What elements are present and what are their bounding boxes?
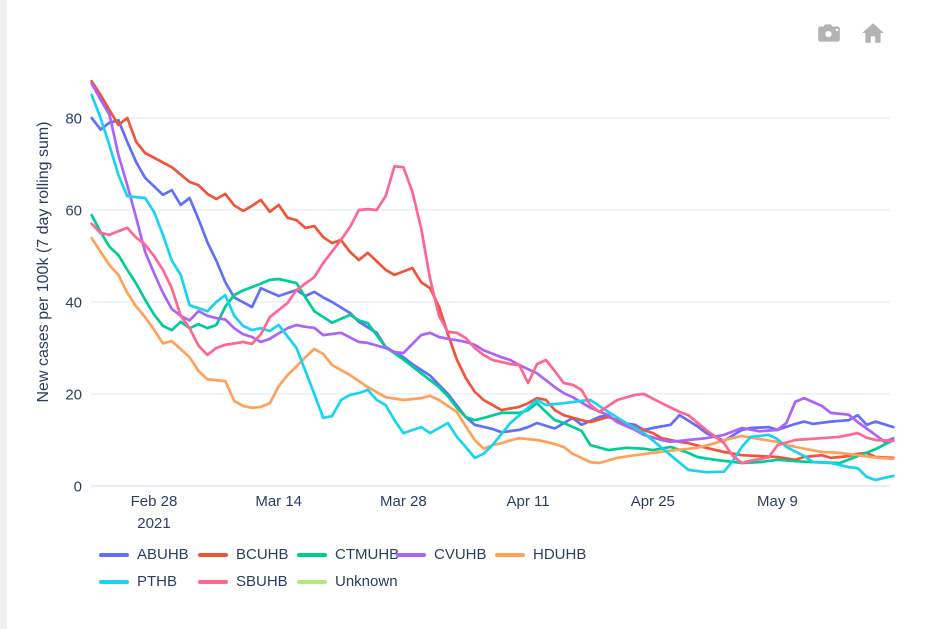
legend-item-pthb[interactable]: PTHB: [99, 568, 198, 595]
page-edge-strip: [0, 0, 7, 629]
series-line-pthb: [90, 93, 895, 482]
series-line-bcuhb: [90, 79, 895, 462]
legend-swatch: [99, 552, 129, 557]
y-axis-title: New cases per 100k (7 day rolling sum): [35, 121, 52, 402]
series-line-hduhb: [90, 236, 895, 465]
x-tick-label: Feb 28: [131, 493, 178, 510]
legend-label: SBUHB: [236, 573, 288, 590]
series-line-ctmuhb: [90, 213, 895, 465]
reset-axes-button[interactable]: [858, 18, 888, 48]
legend-swatch: [198, 552, 228, 557]
legend-label: CVUHB: [434, 546, 487, 563]
series-line-cvuhb: [90, 82, 895, 444]
plot-area[interactable]: 0 20 40 60 80 Feb 28 2021 Mar 14 Mar 28 Apr 11 Ap…: [0, 0, 932, 535]
legend-label: PTHB: [137, 573, 178, 590]
legend-item-sbuhb[interactable]: SBUHB: [198, 568, 297, 595]
x-tick-label: May 9: [757, 493, 798, 510]
x-tick-label: Mar 28: [380, 493, 427, 510]
y-tick-label: 0: [74, 479, 82, 496]
legend-item-abuhb[interactable]: ABUHB: [99, 541, 198, 568]
y-tick-label: 40: [65, 295, 82, 312]
legend-item-bcuhb[interactable]: BCUHB: [198, 541, 297, 568]
legend-item-cvuhb[interactable]: CVUHB: [396, 541, 495, 568]
legend-label: ABUHB: [137, 546, 189, 563]
modebar: [814, 18, 888, 48]
download-png-button[interactable]: [814, 18, 844, 48]
x-tick-label: Apr 11: [507, 493, 550, 510]
x-tick-label: Apr 25: [631, 493, 675, 510]
series-line-abuhb: [90, 116, 895, 443]
series-line-sbuhb: [90, 164, 895, 465]
legend-label: HDUHB: [533, 546, 587, 563]
y-axis-ticks: 0 20 40 60 80: [65, 111, 82, 496]
legend-item-hduhb[interactable]: HDUHB: [495, 541, 594, 568]
camera-icon: [818, 24, 840, 42]
legend-swatch: [297, 552, 327, 557]
legend-swatch: [495, 552, 525, 557]
x-axis-ticks: Feb 28 2021 Mar 14 Mar 28 Apr 11 Apr 25 May 9: [131, 493, 798, 532]
y-tick-label: 20: [65, 387, 82, 404]
home-icon: [862, 23, 884, 43]
gridlines: [91, 117, 890, 488]
legend: ABUHB BCUHB CTMUHB CVUHB HDUHB PTHB SBUHB Unkno…: [99, 541, 659, 595]
y-tick-label: 80: [65, 111, 82, 128]
y-tick-label: 60: [65, 203, 82, 220]
series-lines: [90, 79, 895, 482]
legend-swatch: [198, 579, 228, 584]
legend-label: Unknown: [335, 573, 398, 590]
legend-item-unknown[interactable]: Unknown: [297, 568, 398, 595]
x-tick-label: Mar 14: [255, 493, 302, 510]
legend-item-ctmuhb[interactable]: CTMUHB: [297, 541, 400, 568]
legend-label: BCUHB: [236, 546, 289, 563]
x-tick-sublabel: 2021: [137, 515, 170, 532]
legend-swatch: [396, 552, 426, 557]
legend-swatch: [99, 579, 129, 584]
legend-swatch: [297, 579, 327, 584]
legend-label: CTMUHB: [335, 546, 400, 563]
